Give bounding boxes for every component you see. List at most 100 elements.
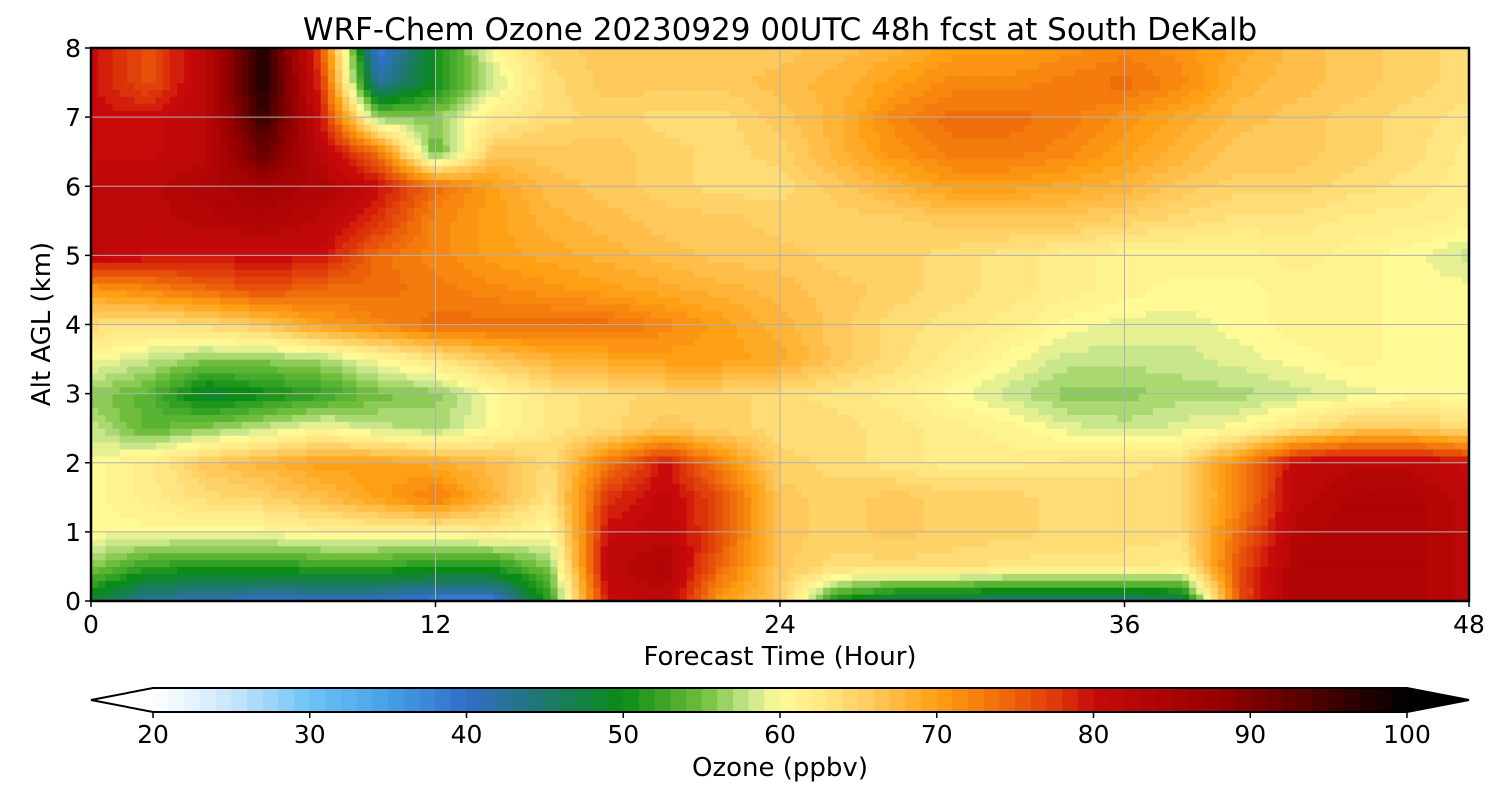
heatmap-cell [586, 580, 594, 588]
heatmap-cell [736, 469, 745, 478]
heatmap-cell [1425, 566, 1434, 574]
heatmap-cell [141, 504, 150, 512]
heatmap-cell [980, 442, 989, 450]
heatmap-cell [988, 587, 996, 595]
heatmap-cell [1009, 455, 1018, 464]
heatmap-cell [1289, 476, 1298, 485]
heatmap-cell [787, 462, 795, 471]
heatmap-cell [1311, 573, 1319, 581]
heatmap-cell [1361, 594, 1370, 601]
heatmap-cell [909, 469, 917, 478]
heatmap-cell [1260, 455, 1269, 464]
heatmap-cell [614, 580, 623, 588]
heatmap-cell [98, 483, 106, 491]
heatmap-cell [306, 435, 315, 443]
heatmap-cell [169, 462, 178, 471]
heatmap-cell [1153, 573, 1161, 581]
heatmap-cell [1318, 538, 1327, 547]
heatmap-cell [1296, 442, 1305, 450]
heatmap-cell [894, 545, 903, 554]
heatmap-cell [794, 524, 803, 533]
heatmap-cell [564, 442, 573, 450]
heatmap-cell [478, 428, 487, 436]
heatmap-cell [1275, 428, 1283, 436]
heatmap-cell [1110, 483, 1118, 491]
heatmap-cell [1217, 511, 1226, 519]
heatmap-cell [306, 545, 315, 554]
heatmap-cell [765, 545, 774, 554]
heatmap-cell [665, 421, 673, 429]
heatmap-cell [823, 538, 831, 547]
heatmap-cell [794, 455, 803, 464]
heatmap-cell [184, 559, 193, 568]
heatmap-cell [1181, 594, 1190, 601]
heatmap-cell [916, 545, 925, 554]
heatmap-cell [858, 524, 867, 533]
heatmap-cell [1224, 566, 1233, 574]
heatmap-cell [1404, 573, 1413, 581]
heatmap-cell [973, 476, 982, 485]
heatmap-cell [370, 435, 379, 443]
heatmap-cell [370, 545, 379, 554]
heatmap-cell [155, 511, 164, 519]
heatmap-cell [923, 448, 932, 457]
heatmap-cell [772, 566, 781, 574]
heatmap-cell [442, 462, 451, 471]
heatmap-cell [952, 504, 961, 512]
heatmap-cell [636, 504, 645, 512]
heatmap-cell [119, 587, 128, 595]
heatmap-cell [500, 573, 508, 581]
heatmap-cell [1282, 587, 1291, 595]
heatmap-cell [959, 531, 968, 540]
heatmap-cell [378, 462, 386, 471]
heatmap-cell [464, 421, 472, 429]
heatmap-cell [937, 483, 946, 491]
heatmap-cell [105, 483, 114, 491]
heatmap-cell [162, 483, 171, 491]
heatmap-cell [1411, 552, 1420, 561]
heatmap-cell [521, 552, 530, 561]
heatmap-cell [1303, 524, 1312, 533]
heatmap-cell [1346, 469, 1355, 478]
heatmap-cell [966, 483, 975, 491]
heatmap-cell [815, 504, 824, 512]
heatmap-cell [471, 545, 480, 554]
heatmap-cell [500, 448, 508, 457]
heatmap-cell [270, 573, 279, 581]
heatmap-cell [794, 428, 803, 436]
heatmap-cell [1296, 497, 1305, 505]
heatmap-cell [1447, 448, 1456, 457]
heatmap-cell [535, 566, 544, 574]
heatmap-cell [722, 587, 731, 595]
heatmap-cell [1160, 455, 1169, 464]
heatmap-cell [478, 566, 487, 574]
heatmap-cell [1167, 573, 1176, 581]
heatmap-cell [1368, 559, 1377, 568]
heatmap-cell [579, 524, 587, 533]
heatmap-cell [945, 428, 953, 436]
heatmap-cell [449, 476, 458, 485]
heatmap-cell [299, 504, 307, 512]
heatmap-cell [284, 587, 293, 595]
heatmap-cell [1325, 435, 1334, 443]
heatmap-cell [988, 435, 996, 443]
heatmap-cell [91, 587, 99, 595]
heatmap-cell [1095, 469, 1104, 478]
heatmap-cell [363, 462, 372, 471]
heatmap-cell [1354, 573, 1362, 581]
heatmap-cell [622, 545, 630, 554]
heatmap-cell [1260, 469, 1269, 478]
heatmap-cell [1088, 504, 1097, 512]
heatmap-cell [327, 511, 336, 519]
heatmap-cell [887, 462, 896, 471]
heatmap-cell [980, 545, 989, 554]
heatmap-cell [1390, 552, 1398, 561]
heatmap-cell [693, 580, 702, 588]
heatmap-cell [787, 518, 795, 526]
heatmap-cell [1433, 587, 1441, 595]
heatmap-cell [1303, 559, 1312, 568]
heatmap-cell [263, 531, 272, 540]
heatmap-cell [1124, 538, 1133, 547]
heatmap-cell [119, 566, 128, 574]
heatmap-cell [1117, 504, 1126, 512]
